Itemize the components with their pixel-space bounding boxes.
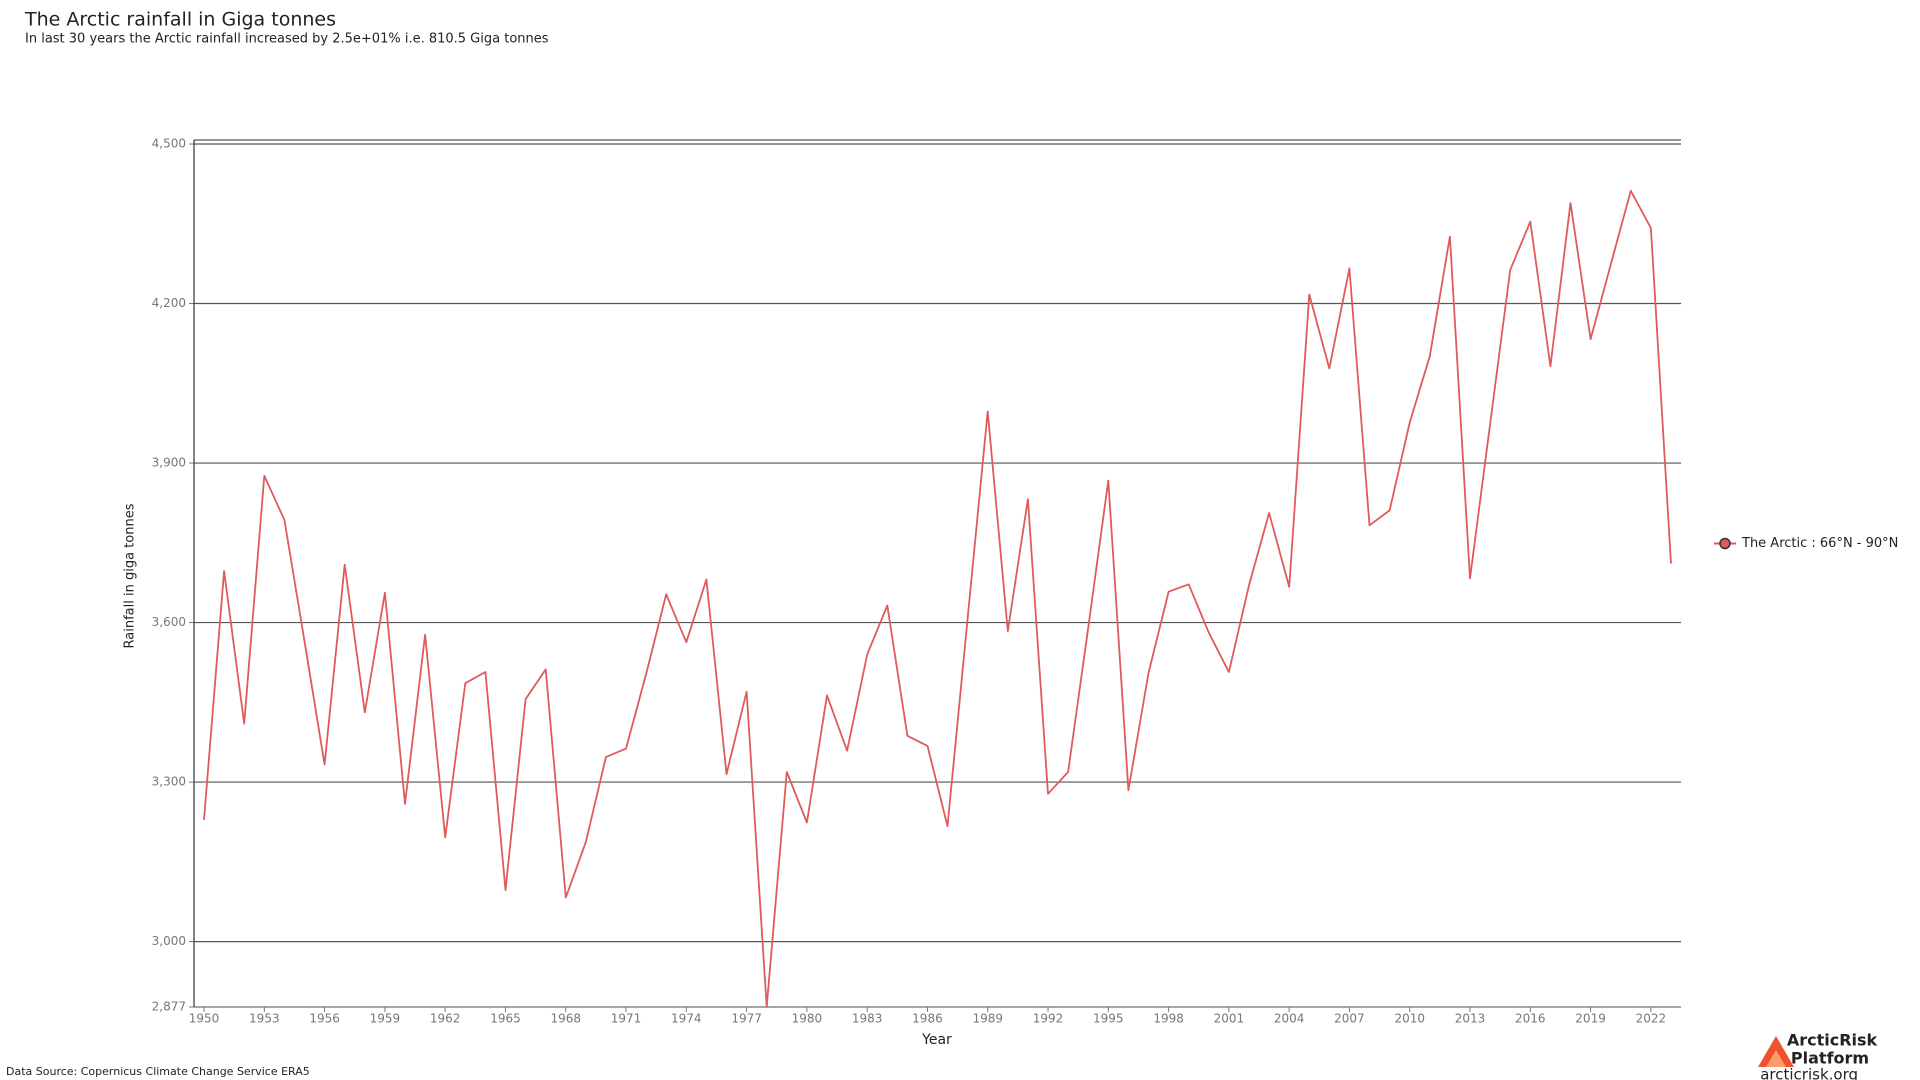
chart-title: The Arctic rainfall in Giga tonnes (24, 9, 336, 31)
logo: ArcticRisk Platform arcticrisk.org (1758, 1031, 1878, 1080)
x-tick-label: 1965 (490, 1012, 521, 1026)
y-tick-label: 3,000 (152, 934, 186, 948)
y-axis-label: Rainfall in giga tonnes (123, 503, 138, 648)
x-tick-label: 1980 (792, 1012, 823, 1026)
x-tick-label: 2007 (1334, 1012, 1365, 1026)
x-tick-label: 1956 (309, 1012, 340, 1026)
chart-subtitle: In last 30 years the Arctic rainfall inc… (25, 32, 549, 47)
x-tick-label: 1953 (249, 1012, 280, 1026)
x-tick-label: 1962 (430, 1012, 461, 1026)
x-tick-label: 1959 (370, 1012, 401, 1026)
y-tick-label: 2,877 (152, 1000, 186, 1014)
y-tick-label: 4,200 (152, 296, 186, 310)
x-tick-label: 1977 (731, 1012, 762, 1026)
data-line (203, 189, 1672, 1008)
x-tick-label: 2013 (1455, 1012, 1486, 1026)
logo-url: arcticrisk.org (1760, 1066, 1858, 1080)
y-tick-label: 3,900 (152, 456, 186, 470)
x-tick-label: 2004 (1274, 1012, 1305, 1026)
x-tick-label: 1974 (671, 1012, 702, 1026)
x-tick-label: 1968 (550, 1012, 581, 1026)
x-tick-label: 1971 (611, 1012, 642, 1026)
x-tick-label: 2019 (1575, 1012, 1606, 1026)
x-tick-label: 1986 (912, 1012, 943, 1026)
x-tick-label: 1989 (972, 1012, 1003, 1026)
x-tick-label: 1983 (852, 1012, 883, 1026)
x-tick-label: 1992 (1033, 1012, 1064, 1026)
x-tick-label: 1998 (1153, 1012, 1184, 1026)
x-tick-label: 1995 (1093, 1012, 1124, 1026)
legend-marker (1719, 537, 1731, 550)
logo-icon-inner (1766, 1050, 1786, 1067)
x-axis-label: Year (921, 1032, 952, 1048)
legend-label: The Arctic : 66°N - 90°N (1741, 536, 1898, 551)
logo-line: Platform (1791, 1049, 1869, 1068)
x-tick-label: 1950 (189, 1012, 220, 1026)
data-source: Data Source: Copernicus Climate Change S… (6, 1065, 310, 1078)
x-tick-label: 2001 (1214, 1012, 1245, 1026)
y-tick-label: 4,500 (152, 137, 186, 151)
y-tick-label: 3,600 (152, 615, 186, 629)
logo-line: ArcticRisk (1787, 1031, 1878, 1050)
x-tick-label: 2010 (1394, 1012, 1425, 1026)
x-tick-label: 2016 (1515, 1012, 1546, 1026)
x-tick-label: 2022 (1636, 1012, 1667, 1026)
y-tick-label: 3,300 (152, 775, 186, 789)
